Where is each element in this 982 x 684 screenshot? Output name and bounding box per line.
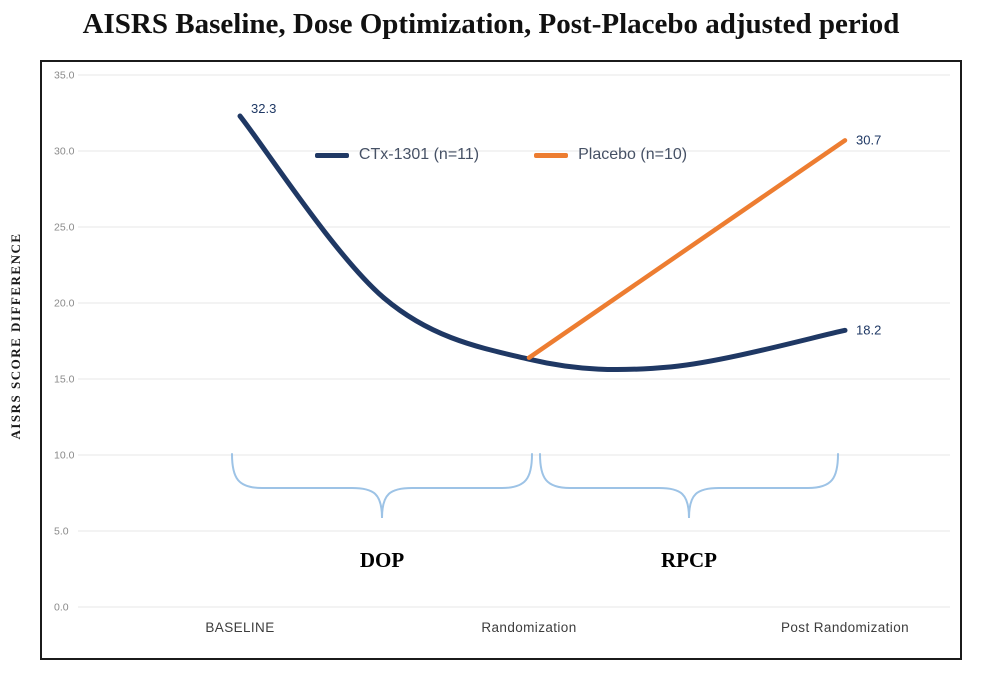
y-tick-label: 20.0: [54, 298, 75, 310]
y-tick-label: 0.0: [54, 602, 69, 614]
y-tick-label: 25.0: [54, 222, 75, 234]
data-label: 30.7: [856, 132, 881, 147]
phase-brace-rpcp: [539, 453, 839, 519]
chart-title: AISRS Baseline, Dose Optimization, Post-…: [82, 8, 900, 40]
legend-marker-placebo: [534, 152, 569, 158]
series-line-placebo: [526, 138, 848, 360]
legend-label-placebo: Placebo (n=10): [578, 146, 688, 163]
data-label: 32.3: [251, 101, 276, 116]
y-axis-title: AISRS SCORE DIFFERENCE: [8, 232, 23, 440]
series-line-ctx1301: [237, 113, 848, 373]
plot-area: 35.0 30.0 25.0 20.0 15.0 10.0 5.0 0.0 32.3 18.2 30…: [54, 70, 950, 614]
chart-frame: 35.0 30.0 25.0 20.0 15.0 10.0 5.0 0.0 32.3 18.2 30…: [40, 60, 962, 660]
data-label: 18.2: [856, 322, 881, 337]
y-tick-label: 10.0: [54, 450, 75, 462]
y-tick-label: 30.0: [54, 146, 75, 158]
y-tick-label: 5.0: [54, 526, 69, 538]
legend-item-ctx1301: CTx-1301 (n=11): [314, 146, 480, 164]
x-category-baseline: BASELINE: [205, 620, 275, 635]
y-tick-label: 35.0: [54, 70, 75, 82]
phase-label-dop: DOP: [359, 548, 405, 572]
y-tick-label: 15.0: [54, 374, 75, 386]
phase-brace-dop: [231, 453, 533, 519]
legend-label-ctx1301: CTx-1301 (n=11): [358, 146, 480, 163]
phase-label-rpcp: RPCP: [661, 548, 717, 572]
x-category-post-randomization: Post Randomization: [780, 620, 910, 635]
x-category-randomization: Randomization: [481, 620, 577, 635]
legend: CTx-1301 (n=11) Placebo (n=10): [42, 146, 960, 164]
legend-item-placebo: Placebo (n=10): [534, 146, 687, 164]
legend-marker-ctx1301: [314, 152, 349, 158]
